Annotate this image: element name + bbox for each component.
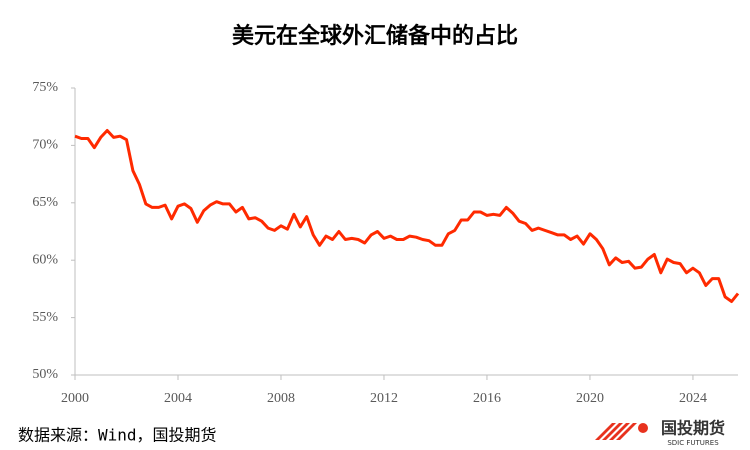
logo-name: 国投期货 bbox=[661, 419, 725, 438]
y-tick-label: 60% bbox=[32, 252, 58, 267]
y-tick-label: 65% bbox=[32, 195, 58, 210]
x-tick-label: 2008 bbox=[267, 391, 295, 406]
chart-title: 美元在全球外汇储备中的占比 bbox=[232, 23, 518, 49]
x-tick-label: 2016 bbox=[473, 391, 501, 406]
x-tick-label: 2024 bbox=[679, 391, 707, 406]
logo-icon bbox=[595, 423, 648, 440]
source-note: 数据来源：Wind，国投期货 bbox=[18, 426, 217, 445]
y-tick-label: 70% bbox=[32, 138, 58, 153]
x-tick-label: 2004 bbox=[164, 391, 192, 406]
y-tick-label: 50% bbox=[32, 367, 58, 382]
x-tick-label: 2000 bbox=[61, 391, 89, 406]
logo: 国投期货 SDIC FUTURES bbox=[595, 419, 725, 447]
data-line bbox=[74, 129, 740, 303]
logo-sub: SDIC FUTURES bbox=[667, 439, 719, 447]
x-tick-label: 2012 bbox=[370, 391, 398, 406]
y-tick-label: 55% bbox=[32, 310, 58, 325]
x-tick-label: 2020 bbox=[576, 391, 604, 406]
y-tick-label: 75% bbox=[32, 80, 58, 95]
